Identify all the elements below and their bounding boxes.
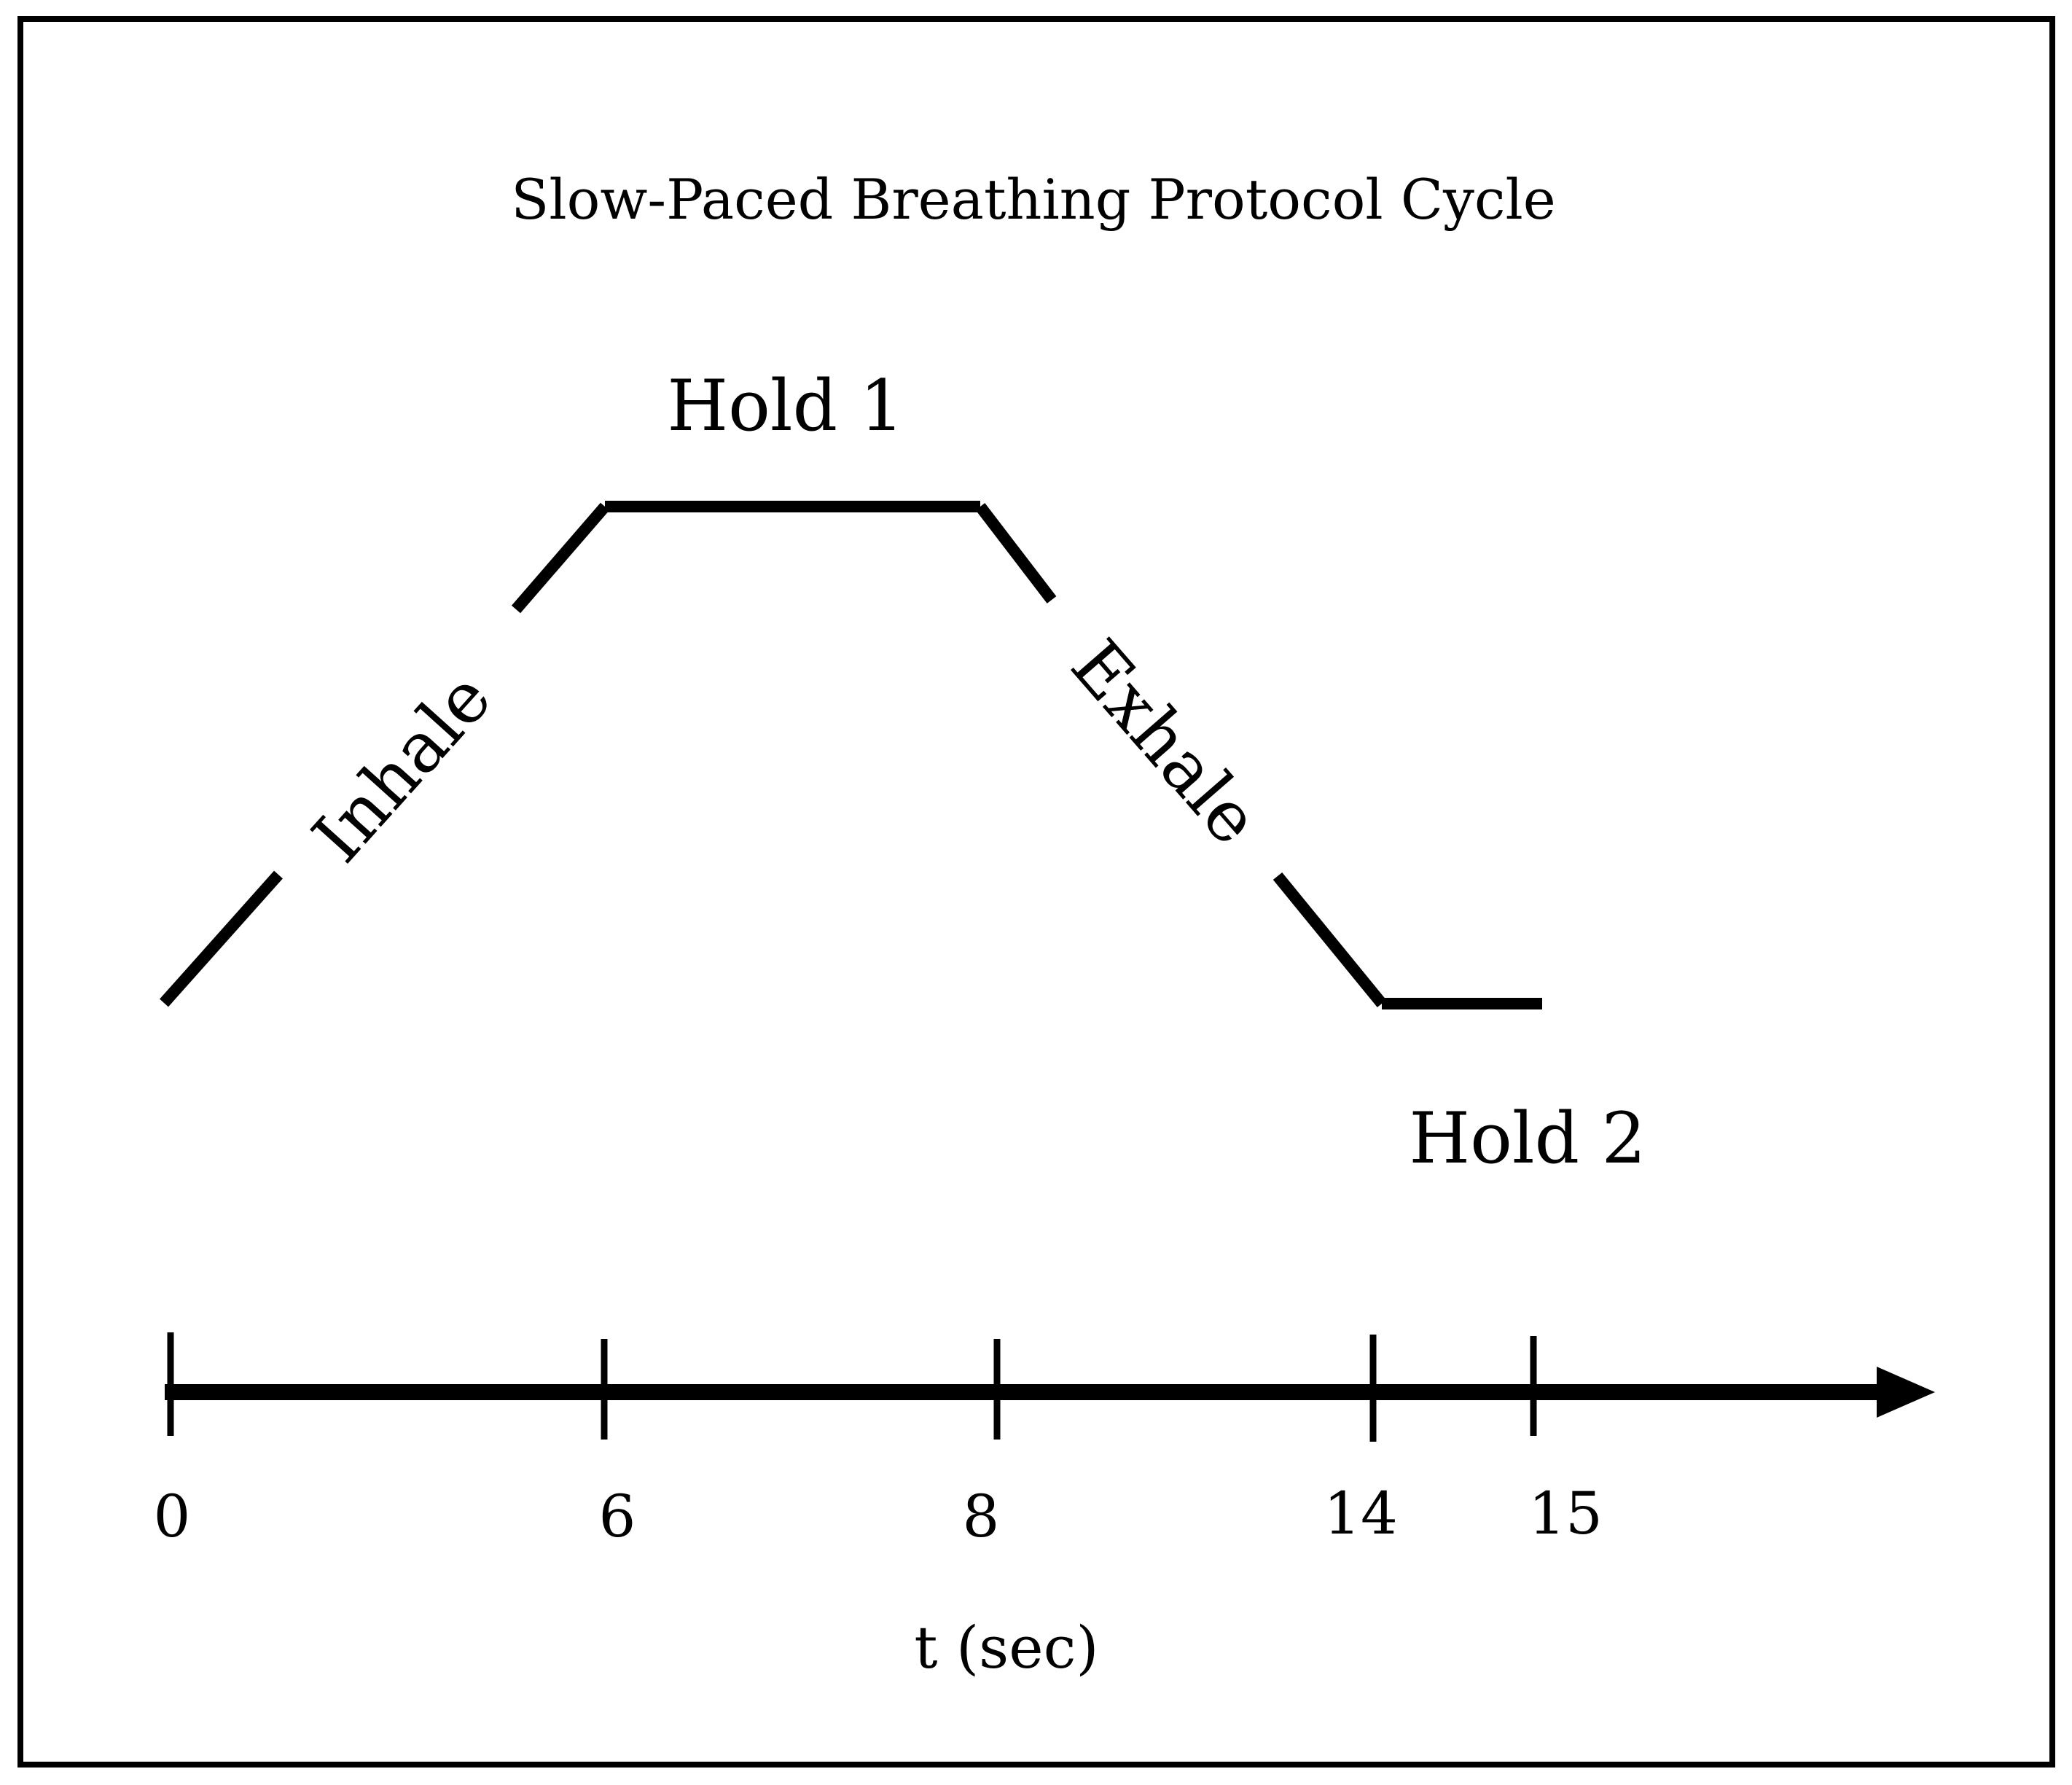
tick-label: 0 [154,1483,191,1550]
tick-label: 8 [963,1483,1000,1550]
axis-arrowhead-icon [1877,1367,1935,1418]
time-axis: 0 6 8 14 15 t (sec) [154,1332,1935,1682]
inhale-line-upper [511,502,610,614]
axis-label: t (sec) [914,1614,1098,1682]
breathing-curve [160,501,1542,1009]
tick-label: 14 [1324,1480,1398,1547]
hold1-label: Hold 1 [667,365,904,447]
hold2-label: Hold 2 [1409,1098,1646,1179]
tick-label: 6 [599,1483,636,1550]
exhale-line-lower [1272,872,1387,1008]
tick-label: 15 [1528,1480,1603,1547]
diagram-title: Slow-Paced Breathing Protocol Cycle [511,167,1556,232]
exhale-line-upper [975,503,1057,604]
figure-frame [17,16,2055,1768]
inhale-line-lower [160,870,283,1007]
